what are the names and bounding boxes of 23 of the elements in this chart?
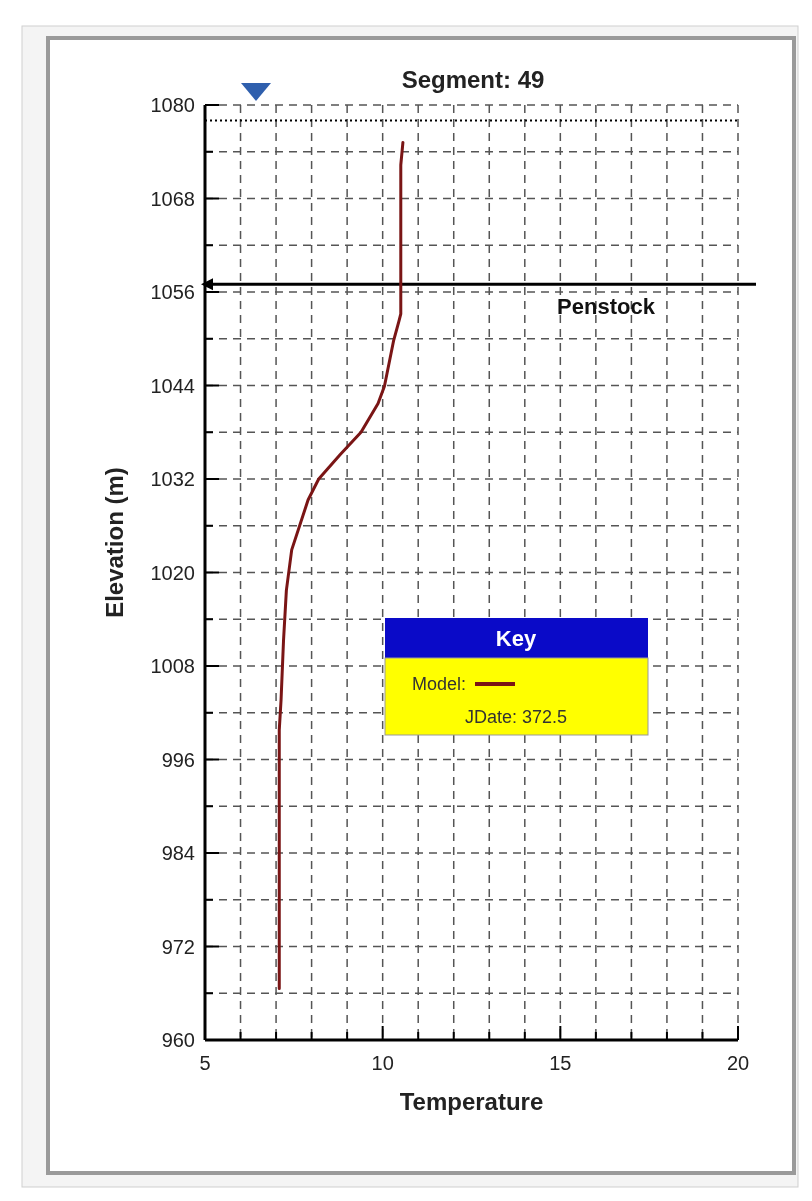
x-tick-label: 20: [726, 1052, 750, 1074]
y-tick-label: 1068: [150, 187, 195, 210]
y-tick-label: 1032: [150, 468, 195, 490]
y-tick-label: 972: [161, 935, 195, 958]
annotation: JDate: 372.5: [464, 707, 568, 727]
y-tick-label: 1044: [150, 374, 195, 397]
y-tick-label: 996: [161, 748, 195, 771]
y-tick-label: 1008: [150, 655, 195, 677]
x-tick-label: 15: [549, 1052, 572, 1074]
x-tick-label: 5: [199, 1052, 211, 1074]
y-tick-label: 1080: [150, 94, 195, 116]
y-axis-title: Elevation (m): [101, 467, 128, 618]
y-tick-label: 960: [161, 1029, 195, 1051]
x-tick-label: 10: [371, 1052, 394, 1074]
chart-subtitle: Segment: 49: [401, 66, 545, 93]
legend-title: Key: [495, 626, 537, 651]
line-series: [277, 140, 405, 991]
y-tick-label: 1056: [150, 281, 195, 303]
y-tick-label: 984: [161, 842, 195, 864]
y-tick-label: 1020: [150, 561, 195, 584]
x-axis-title: Temperature: [399, 1088, 544, 1115]
legend-label: Model:: [412, 674, 467, 694]
ref-line-label: Penstock: [557, 294, 656, 320]
